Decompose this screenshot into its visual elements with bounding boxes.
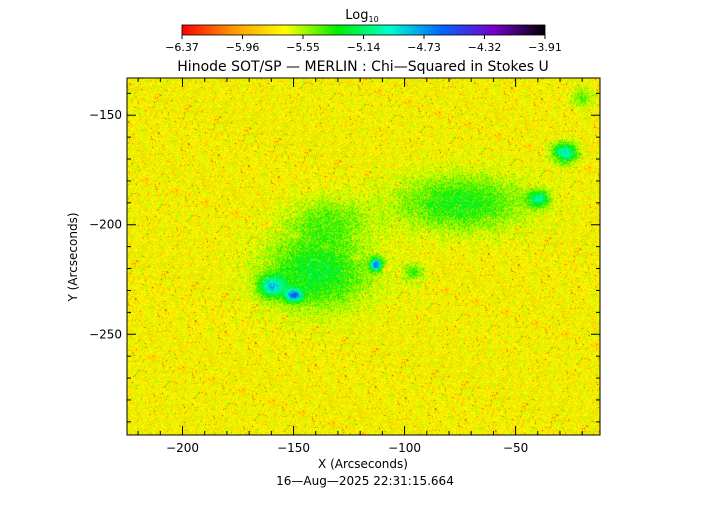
colorbar-title-main: Log <box>345 8 368 23</box>
colorbar-tick-label: −3.91 <box>528 41 562 54</box>
colorbar-title: Log10 <box>345 8 378 24</box>
x-tick-label: −150 <box>277 441 310 455</box>
chart-title: Hinode SOT/SP — MERLIN : Chi—Squared in … <box>177 59 548 75</box>
y-tick-label: −200 <box>89 218 122 232</box>
y-axis: −150 −200 −250 <box>89 92 600 423</box>
colorbar-tick-label: −5.14 <box>347 41 381 54</box>
colorbar-title-sub: 10 <box>369 15 379 24</box>
y-axis-label: Y (Arcseconds) <box>66 212 80 302</box>
colorbar-tick-label: −4.73 <box>407 41 441 54</box>
plot-frame <box>126 77 601 436</box>
y-tick-label: −150 <box>89 108 122 122</box>
x-tick-label: −50 <box>503 441 528 455</box>
x-tick-label: −100 <box>388 441 421 455</box>
x-axis: −200 −150 −100 −50 <box>137 78 583 455</box>
colorbar-tick-label: −5.96 <box>226 41 260 54</box>
colorbar-tick-label: −6.37 <box>165 41 199 54</box>
colorbar <box>181 24 546 36</box>
colorbar-tick-label: −4.32 <box>468 41 502 54</box>
x-tick-label: −200 <box>166 441 199 455</box>
colorbar-ticks: −6.37 −5.96 −5.55 −5.14 −4.73 −4.32 −3.91 <box>165 35 562 54</box>
timestamp: 16—Aug—2025 22:31:15.664 <box>276 474 454 488</box>
colorbar-tick-label: −5.55 <box>286 41 320 54</box>
heatmap-image <box>127 78 600 435</box>
y-tick-label: −250 <box>89 327 122 341</box>
x-axis-label: X (Arcseconds) <box>318 457 408 471</box>
